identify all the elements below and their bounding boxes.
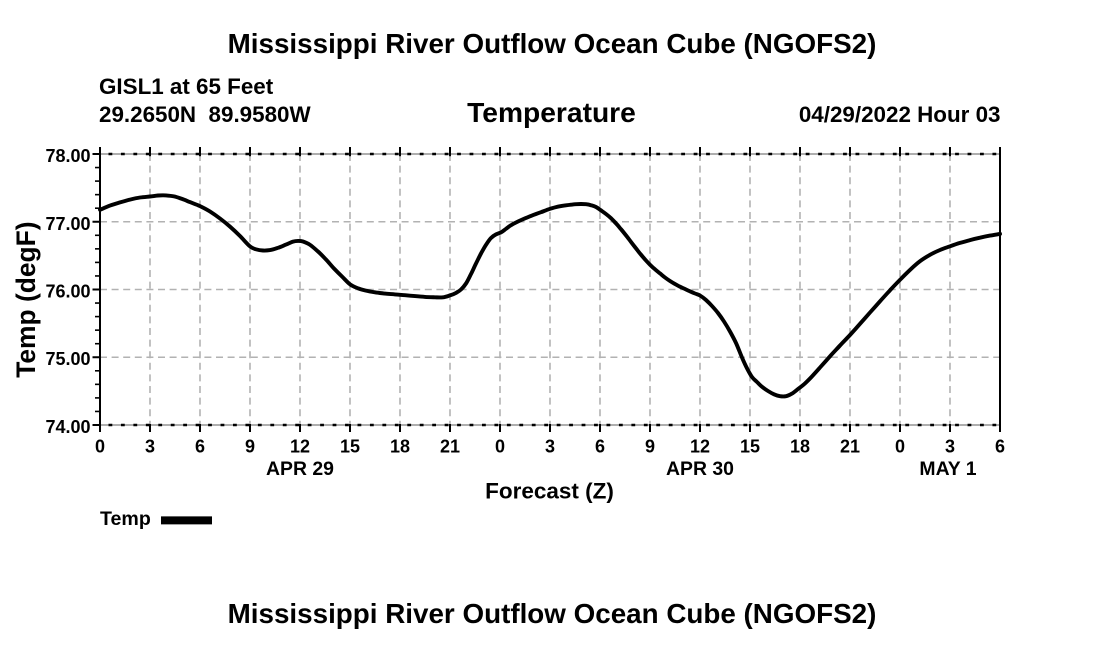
svg-text:21: 21 [440, 436, 460, 456]
svg-text:18: 18 [390, 436, 410, 456]
svg-text:78.00: 78.00 [45, 146, 90, 166]
svg-text:12: 12 [290, 436, 310, 456]
svg-text:15: 15 [740, 436, 760, 456]
svg-text:Temp (degF): Temp (degF) [11, 221, 41, 377]
svg-text:APR 29: APR 29 [266, 458, 334, 480]
svg-text:15: 15 [340, 436, 360, 456]
svg-text:6: 6 [595, 436, 605, 456]
svg-text:APR 30: APR 30 [666, 458, 734, 480]
svg-text:9: 9 [245, 436, 255, 456]
svg-text:MAY 1: MAY 1 [919, 458, 976, 480]
svg-text:GISL1 at 65 Feet: GISL1 at 65 Feet [99, 74, 274, 99]
svg-text:77.00: 77.00 [45, 214, 90, 234]
svg-text:0: 0 [95, 436, 105, 456]
svg-text:0: 0 [495, 436, 505, 456]
svg-text:0: 0 [895, 436, 905, 456]
svg-text:74.00: 74.00 [45, 417, 90, 437]
svg-text:18: 18 [790, 436, 810, 456]
svg-text:29.2650N 89.9580W: 29.2650N 89.9580W [99, 102, 311, 127]
svg-text:Forecast (Z): Forecast (Z) [485, 478, 614, 503]
svg-text:9: 9 [645, 436, 655, 456]
svg-text:12: 12 [690, 436, 710, 456]
svg-text:04/29/2022 Hour 03: 04/29/2022 Hour 03 [799, 102, 1001, 127]
svg-text:Temp: Temp [100, 508, 151, 530]
svg-text:Mississippi River Outflow Ocea: Mississippi River Outflow Ocean Cube (NG… [228, 28, 877, 59]
svg-text:3: 3 [145, 436, 155, 456]
svg-text:3: 3 [945, 436, 955, 456]
svg-text:76.00: 76.00 [45, 282, 90, 302]
svg-text:Temperature: Temperature [467, 96, 636, 128]
svg-text:3: 3 [545, 436, 555, 456]
svg-text:75.00: 75.00 [45, 349, 90, 369]
svg-text:6: 6 [995, 436, 1005, 456]
svg-text:21: 21 [840, 436, 860, 456]
svg-text:Mississippi River Outflow Ocea: Mississippi River Outflow Ocean Cube (NG… [228, 598, 877, 629]
svg-text:6: 6 [195, 436, 205, 456]
